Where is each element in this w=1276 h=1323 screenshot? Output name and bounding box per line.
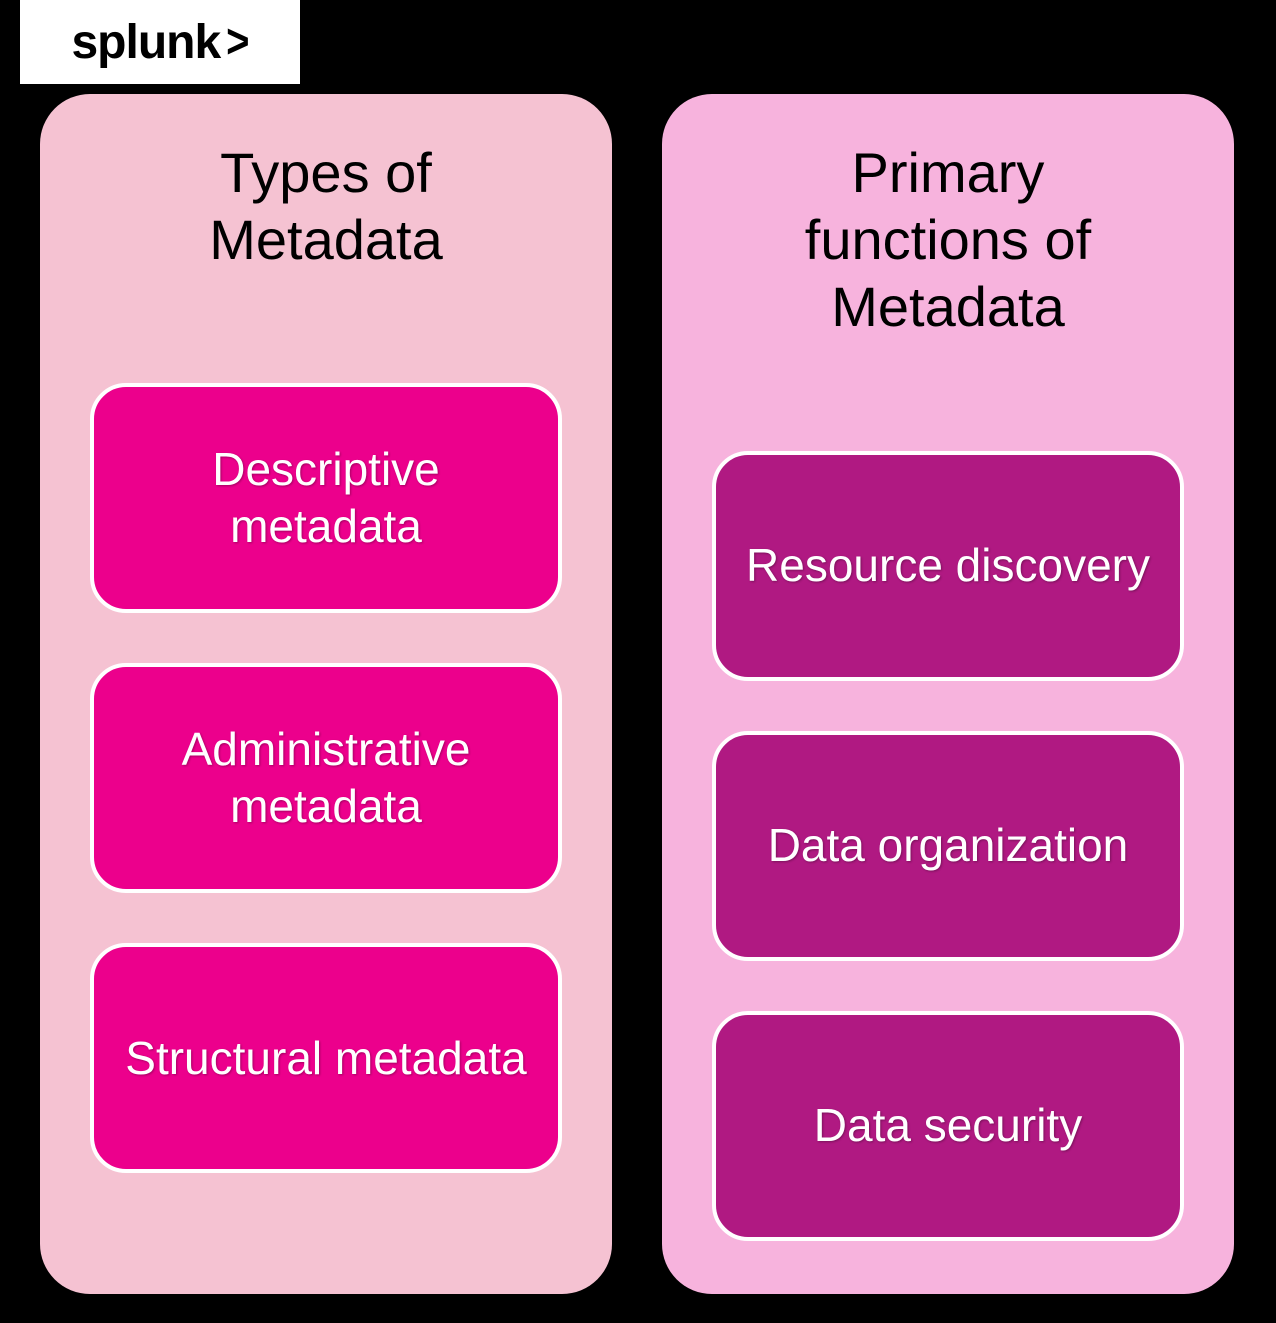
types-panel: Types of Metadata Descriptive metadata A… bbox=[40, 94, 612, 1294]
types-item: Administrative metadata bbox=[90, 663, 562, 893]
types-item-label: Structural metadata bbox=[125, 1030, 526, 1088]
types-item-label: Administrative metadata bbox=[124, 721, 528, 836]
functions-panel-title: Primary functions of Metadata bbox=[712, 139, 1184, 341]
types-item: Structural metadata bbox=[90, 943, 562, 1173]
functions-item: Data security bbox=[712, 1011, 1184, 1241]
logo-box: splunk> bbox=[20, 0, 300, 84]
functions-item-label: Data security bbox=[814, 1097, 1082, 1155]
logo: splunk> bbox=[71, 15, 248, 70]
functions-items: Resource discovery Data organization Dat… bbox=[712, 451, 1184, 1241]
logo-chevron-icon: > bbox=[226, 15, 248, 69]
functions-item: Data organization bbox=[712, 731, 1184, 961]
types-panel-title: Types of Metadata bbox=[90, 139, 562, 273]
types-item-label: Descriptive metadata bbox=[124, 441, 528, 556]
types-items: Descriptive metadata Administrative meta… bbox=[90, 383, 562, 1173]
functions-panel: Primary functions of Metadata Resource d… bbox=[662, 94, 1234, 1294]
functions-item-label: Resource discovery bbox=[746, 537, 1150, 595]
types-item: Descriptive metadata bbox=[90, 383, 562, 613]
panels-container: Types of Metadata Descriptive metadata A… bbox=[40, 94, 1234, 1294]
functions-item: Resource discovery bbox=[712, 451, 1184, 681]
functions-item-label: Data organization bbox=[768, 817, 1129, 875]
logo-text: splunk bbox=[71, 15, 220, 70]
